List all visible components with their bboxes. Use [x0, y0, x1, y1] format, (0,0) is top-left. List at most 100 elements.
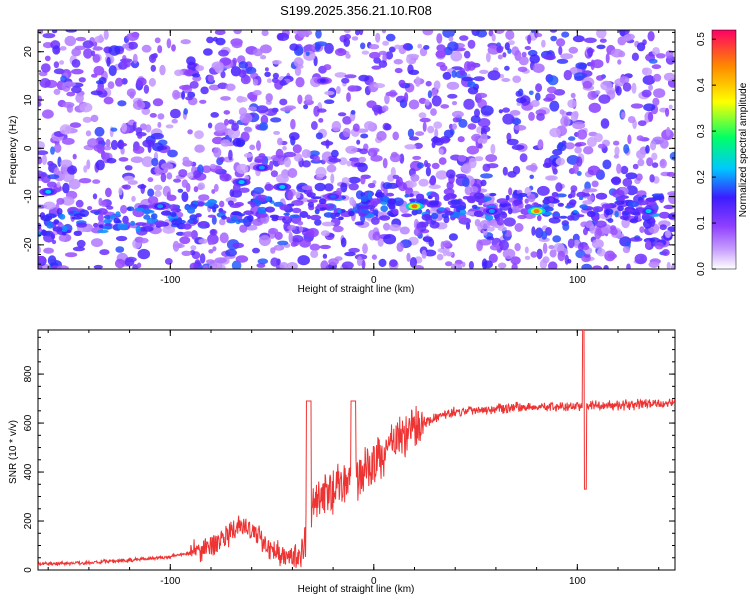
noise-blob — [550, 35, 558, 42]
noise-blob — [90, 114, 99, 123]
noise-blob — [318, 118, 324, 123]
noise-blob — [266, 78, 272, 84]
signal-band-blob — [505, 194, 510, 201]
signal-band-blob — [234, 202, 244, 207]
noise-blob — [166, 38, 172, 49]
noise-blob — [212, 36, 219, 42]
noise-blob — [480, 173, 493, 179]
noise-blob — [584, 37, 597, 44]
noise-blob — [459, 67, 466, 76]
noise-blob — [311, 121, 318, 130]
noise-blob — [572, 163, 579, 174]
noise-blob — [319, 244, 332, 250]
noise-blob — [342, 116, 352, 125]
noise-blob — [385, 33, 396, 42]
noise-blob — [557, 250, 566, 262]
noise-blob — [219, 173, 232, 182]
noise-blob — [56, 265, 69, 269]
noise-blob — [193, 170, 202, 179]
noise-blob — [618, 50, 626, 58]
noise-blob — [212, 246, 217, 252]
noise-blob — [502, 248, 516, 259]
noise-blob — [38, 102, 42, 107]
noise-blob — [370, 155, 383, 162]
noise-blob — [373, 57, 381, 64]
signal-band-blob — [595, 192, 608, 200]
noise-blob — [389, 259, 398, 267]
signal-band-blob — [507, 207, 513, 215]
noise-blob — [126, 32, 139, 41]
noise-blob — [636, 149, 646, 160]
noise-blob — [291, 207, 302, 214]
noise-blob — [452, 117, 460, 123]
signal-band-blob — [421, 213, 432, 221]
noise-blob — [92, 193, 98, 200]
noise-blob — [349, 196, 355, 206]
signal-band-blob — [614, 200, 625, 205]
noise-blob — [83, 165, 88, 173]
noise-blob — [358, 74, 370, 82]
noise-blob — [334, 72, 347, 78]
signal-band-blob — [430, 192, 437, 197]
noise-blob — [127, 41, 138, 50]
noise-blob — [232, 242, 244, 249]
noise-blob — [248, 106, 257, 111]
noise-blob — [182, 231, 195, 237]
spectrogram-y-tick-label: 20 — [23, 46, 34, 58]
signal-band-blob — [622, 211, 630, 216]
signal-band-blob — [142, 226, 154, 232]
signal-band-blob — [409, 193, 414, 198]
noise-blob — [509, 110, 521, 116]
noise-blob — [51, 30, 58, 34]
noise-blob — [502, 113, 515, 125]
noise-blob — [289, 43, 299, 51]
noise-blob — [252, 89, 262, 96]
noise-blob — [72, 153, 77, 160]
noise-blob — [631, 82, 637, 94]
noise-blob — [474, 108, 480, 118]
noise-blob — [433, 121, 443, 129]
signal-band-blob — [360, 195, 368, 202]
noise-blob — [475, 92, 488, 99]
noise-blob — [132, 264, 139, 269]
signal-band-blob — [348, 210, 355, 217]
noise-blob — [101, 200, 108, 206]
noise-blob — [220, 139, 231, 147]
noise-blob — [214, 122, 227, 134]
noise-blob — [225, 197, 237, 203]
signal-band-blob — [392, 208, 399, 215]
signal-band-blob — [358, 212, 367, 217]
noise-blob — [356, 139, 361, 145]
spectrogram-y-tick-label: -10 — [23, 189, 34, 204]
noise-blob — [607, 218, 614, 224]
noise-blob — [110, 127, 118, 132]
signal-band-blob — [71, 216, 83, 220]
noise-blob — [323, 64, 332, 71]
noise-blob — [431, 137, 442, 143]
feature-point — [319, 78, 326, 83]
colorbar-tick-label: 0.5 — [696, 32, 707, 46]
noise-blob — [141, 44, 152, 53]
noise-blob — [305, 51, 310, 57]
noise-blob — [270, 257, 279, 267]
noise-blob — [457, 136, 465, 143]
noise-blob — [645, 144, 650, 154]
noise-blob — [532, 63, 545, 73]
noise-blob — [317, 108, 327, 113]
noise-blob — [404, 180, 417, 188]
noise-blob — [491, 33, 496, 42]
noise-blob — [369, 44, 380, 50]
noise-blob — [313, 105, 320, 117]
spectrogram-noise — [38, 30, 675, 269]
noise-blob — [541, 231, 548, 240]
noise-blob — [240, 131, 250, 142]
noise-blob — [573, 72, 586, 80]
noise-blob — [528, 111, 535, 121]
noise-blob — [41, 154, 48, 165]
noise-blob — [664, 230, 672, 239]
noise-blob — [563, 117, 569, 127]
noise-blob — [468, 157, 477, 169]
noise-blob — [181, 179, 189, 188]
signal-band-blob — [567, 215, 575, 221]
noise-blob — [528, 90, 534, 96]
